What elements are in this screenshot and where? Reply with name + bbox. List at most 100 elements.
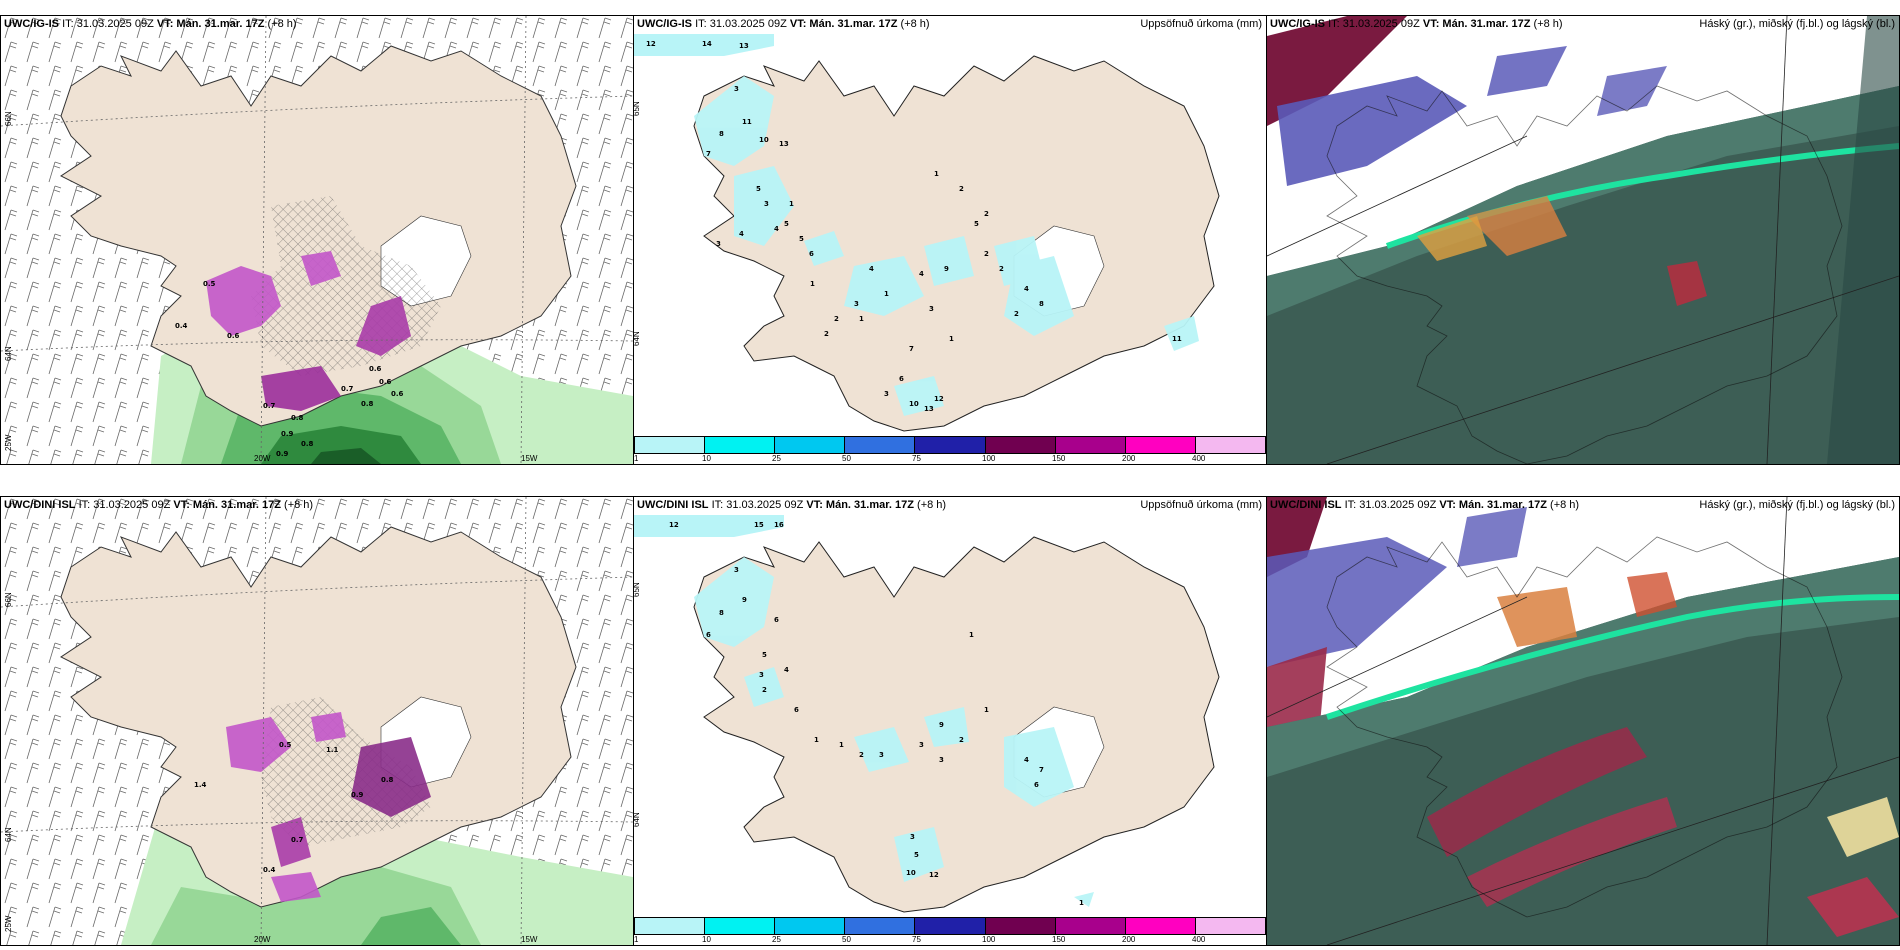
svg-text:0.5: 0.5 [203,280,216,288]
svg-text:3: 3 [919,741,924,749]
colorbar-tick: 25 [772,454,781,463]
iceland-outline [1326,85,1843,464]
svg-text:8: 8 [719,609,724,617]
svg-text:4: 4 [739,230,744,238]
svg-text:2: 2 [999,265,1004,273]
svg-text:6: 6 [774,616,779,624]
svg-text:1: 1 [934,170,939,178]
colorbar-labels: 1 10 25 50 75 100 150 200 400 [634,935,1264,945]
colorbar-segment [1125,437,1196,453]
lat-label: 66N [4,592,13,607]
lon-label: 15W [521,935,538,944]
svg-text:1: 1 [810,280,815,288]
lat-label: 64N [633,812,641,827]
svg-text:0.7: 0.7 [263,402,276,410]
cloud-map-panel-row2: UWC/DINI ISL IT: 31.03.2025 09Z VT: Mán.… [1266,496,1900,946]
svg-text:0.4: 0.4 [263,866,276,874]
lat-label: 64N [4,346,13,361]
svg-text:11: 11 [742,118,752,126]
lat-label: 25W [4,915,13,932]
lon-label: 20W [254,935,271,944]
svg-text:0.8: 0.8 [361,400,374,408]
colorbar-segment [775,918,846,934]
panel-header: UWC/DINI ISL IT: 31.03.2025 09Z VT: Mán.… [1270,499,1580,511]
svg-text:11: 11 [1172,335,1182,343]
svg-text:5: 5 [914,851,919,859]
lat-label: 65N [633,582,641,597]
svg-text:1: 1 [814,736,819,744]
svg-text:3: 3 [734,85,739,93]
svg-text:3: 3 [910,833,915,841]
svg-text:12: 12 [669,521,679,529]
panel-header: UWC/IG-IS IT: 31.03.2025 09Z VT: Mán. 31… [4,18,297,30]
colorbar-segment [845,918,916,934]
colorbar-segment [635,918,706,934]
svg-text:14: 14 [702,40,712,48]
colorbar-tick: 1 [634,454,639,463]
colorbar-tick: 150 [1052,454,1066,463]
svg-text:4: 4 [919,270,924,278]
colorbar-segment [1055,918,1126,934]
svg-text:13: 13 [924,405,934,413]
svg-text:4: 4 [869,265,874,273]
cloud-title: Háský (gr.), miðský (fj.bl.) og lágský (… [1699,18,1895,30]
svg-text:12: 12 [929,871,939,879]
cloud-map [1267,16,1899,464]
svg-text:7: 7 [706,150,711,158]
svg-text:9: 9 [944,265,949,273]
svg-text:1: 1 [969,631,974,639]
svg-text:0.9: 0.9 [276,450,289,458]
colorbar-segment [635,437,706,453]
precip-map: 12 14 13 3 11 10 13 8 7 5 3 1 5 5 6 4 3 … [634,16,1266,464]
svg-text:0.8: 0.8 [301,440,314,448]
svg-text:2: 2 [762,686,767,694]
colorbar-tick: 1 [634,935,639,944]
iceland-outline [1326,536,1843,918]
colorbar-tick: 25 [772,935,781,944]
colorbar-tick: 200 [1122,454,1136,463]
svg-text:0.7: 0.7 [341,385,354,393]
colorbar-segment [705,437,776,453]
svg-text:1: 1 [884,290,889,298]
svg-text:6: 6 [1034,781,1039,789]
colorbar-segment [1125,918,1196,934]
colorbar-tick: 75 [912,454,921,463]
svg-text:2: 2 [1014,310,1019,318]
colorbar-tick: 10 [702,454,711,463]
lat-label: 25W [4,434,13,451]
lat-label: 64N [633,331,641,346]
svg-text:3: 3 [734,566,739,574]
svg-text:1.1: 1.1 [326,746,339,754]
svg-text:1: 1 [789,200,794,208]
colorbar-segment [1195,918,1265,934]
svg-text:0.8: 0.8 [381,776,394,784]
cloud-map-panel-row1: UWC/IG-IS IT: 31.03.2025 09Z VT: Mán. 31… [1266,15,1900,465]
svg-text:1: 1 [1079,899,1084,907]
svg-text:0.5: 0.5 [279,741,292,749]
svg-text:10: 10 [909,400,919,408]
colorbar-labels: 1 10 25 50 75 100 150 200 400 [634,454,1264,464]
wind-map-panel-row2: UWC/DINI ISL IT: 31.03.2025 09Z VT: Mán.… [0,496,634,946]
svg-text:5: 5 [762,651,767,659]
svg-text:2: 2 [984,210,989,218]
svg-text:12: 12 [646,40,656,48]
svg-text:3: 3 [764,200,769,208]
colorbar-tick: 400 [1192,935,1206,944]
precip-map: 12 15 16 3 9 8 6 6 5 3 2 4 6 1 1 2 3 9 2… [634,497,1266,945]
wind-map: 1.4 1.1 0.8 0.9 0.5 0.7 0.4 [1,497,633,945]
colorbar-segment [1055,437,1126,453]
svg-text:4: 4 [1024,285,1029,293]
svg-text:1: 1 [839,741,844,749]
svg-text:7: 7 [1039,766,1044,774]
svg-text:13: 13 [739,42,749,50]
precip-colorbar [634,436,1266,454]
svg-text:6: 6 [706,631,711,639]
svg-text:3: 3 [884,390,889,398]
panel-header: UWC/DINI ISL IT: 31.03.2025 09Z VT: Mán.… [637,499,947,511]
precip-title: Uppsöfnuð úrkoma (mm) [1140,499,1262,511]
colorbar-segment [915,437,986,453]
colorbar-tick: 50 [842,935,851,944]
svg-text:7: 7 [909,345,914,353]
panel-header: UWC/IG-IS IT: 31.03.2025 09Z VT: Mán. 31… [1270,18,1563,30]
lat-label: 65N [633,101,641,116]
